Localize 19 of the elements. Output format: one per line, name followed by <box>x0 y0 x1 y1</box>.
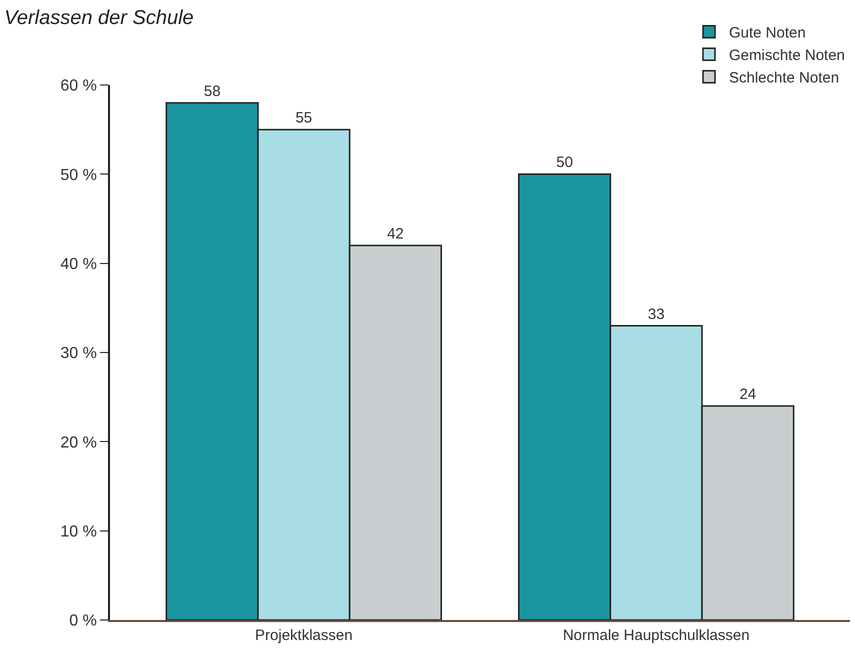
y-tick-label: 0 % <box>69 612 97 630</box>
chart-title: Verlassen der Schule <box>4 6 194 29</box>
data-label: 50 <box>556 154 573 172</box>
data-label: 42 <box>387 226 404 242</box>
x-tick-label: Normale Hauptschulklassen <box>562 627 750 644</box>
y-tick-label: 40 % <box>60 256 97 273</box>
y-tick-label: 20 % <box>60 434 97 452</box>
x-tick-label: Projektklassen <box>255 627 353 644</box>
data-label: 58 <box>204 82 221 100</box>
data-label: 33 <box>648 306 665 323</box>
y-tick-label: 60 % <box>60 78 97 95</box>
data-label: 55 <box>295 110 312 127</box>
data-label: 24 <box>739 386 756 403</box>
legend-label: Gute Noten <box>729 24 806 42</box>
y-tick-label: 50 % <box>60 166 97 184</box>
y-tick-label: 30 % <box>60 345 97 362</box>
legend-label: Gemischte Noten <box>729 47 845 64</box>
legend-label: Schlechte Noten <box>729 70 840 87</box>
y-tick-label: 10 % <box>60 523 97 540</box>
